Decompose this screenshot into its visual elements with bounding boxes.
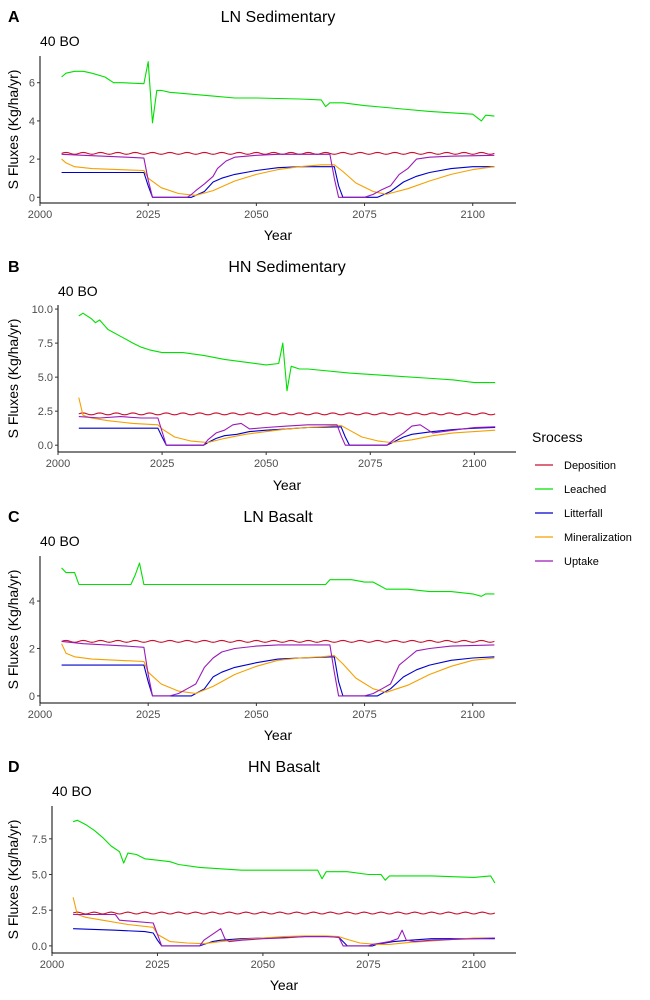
legend-label: Litterfall [564,508,603,520]
chart-title: HN Sedimentary [228,259,345,276]
series-line-leached [61,61,495,124]
y-tick-label: 10.0 [32,304,53,316]
y-tick-label: 2.5 [32,905,47,917]
chart-panel-b: B HN Sedimentary 40 BO 2000 2025 2050 2075 2100… [5,259,516,493]
legend-item-deposition: Deposition [535,460,616,472]
series-line-litterfall [61,166,495,198]
y-tick-label: 5.0 [32,870,47,882]
y-axis-title: S Fluxes (Kg/ha/yr) [5,570,21,690]
y-axis-title: S Fluxes (Kg/ha/yr) [5,319,21,439]
panel-letter: A [8,9,20,26]
y-tick-label: 4 [29,596,35,608]
y-tick-label: 0.0 [32,941,47,953]
x-tick-label: 2100 [460,709,484,721]
y-tick-label: 2 [29,154,35,166]
legend-item-leached: Leached [535,484,606,496]
x-tick-label: 2050 [251,959,275,971]
legend-label: Mineralization [564,532,632,544]
x-tick-label: 2000 [46,458,70,470]
y-tick-label: 2.5 [38,406,53,418]
x-tick-label: 2025 [136,209,160,221]
series-line-leached [72,819,496,884]
y-tick-label: 7.5 [38,338,53,350]
series-line-leached [78,312,496,392]
series-line-litterfall [61,656,495,697]
x-tick-label: 2075 [356,959,380,971]
series-line-deposition [61,151,495,155]
legend-title: Srocess [532,429,583,445]
panel-letter: D [8,759,20,776]
y-tick-label: 7.5 [32,834,47,846]
panel-letter: B [8,259,20,276]
x-axis-title: Year [264,227,293,243]
panel-letter: C [8,509,20,526]
x-tick-label: 2025 [150,458,174,470]
x-tick-label: 2100 [460,209,484,221]
y-tick-label: 5.0 [38,372,53,384]
x-axis-title: Year [270,977,299,993]
chart-title: LN Basalt [243,509,313,526]
legend: Srocess Deposition Leached Litterfall Miner… [532,429,632,568]
chart-annotation: 40 BO [40,33,80,49]
chart-panel-a: A LN Sedimentary 40 BO 2000 2025 2050 2075 2100… [5,9,516,243]
x-tick-label: 2000 [28,709,52,721]
legend-label: Uptake [564,556,599,568]
x-axis-title: Year [264,727,293,743]
series-line-uptake [78,416,496,446]
series-line-mineralization [78,397,496,444]
x-tick-label: 2000 [28,209,52,221]
legend-label: Leached [564,484,606,496]
chart-title: LN Sedimentary [221,9,336,26]
chart-panel-c: C LN Basalt 40 BO 2000 2025 2050 2075 2100 0 2 4 Ye… [5,509,516,743]
y-axis-title: S Fluxes (Kg/ha/yr) [5,820,21,940]
series-line-mineralization [61,643,495,695]
series-line-mineralization [61,158,495,196]
x-tick-label: 2050 [254,458,278,470]
legend-label: Deposition [564,460,616,472]
series-line-mineralization [72,897,495,945]
y-tick-label: 4 [29,116,35,128]
chart-title: HN Basalt [248,759,321,776]
y-axis-title: S Fluxes (Kg/ha/yr) [5,70,21,190]
x-tick-label: 2050 [244,709,268,721]
series-line-leached [61,562,495,597]
chart-annotation: 40 BO [58,283,98,299]
series-line-deposition [72,911,496,915]
x-tick-label: 2075 [352,209,376,221]
x-tick-label: 2050 [244,209,268,221]
series-line-deposition [61,639,495,643]
series-line-uptake [61,153,495,198]
x-tick-label: 2075 [358,458,382,470]
x-tick-label: 2075 [352,709,376,721]
y-tick-label: 2 [29,643,35,655]
chart-annotation: 40 BO [40,533,80,549]
y-tick-label: 0 [29,192,35,204]
x-tick-label: 2100 [462,458,486,470]
chart-panel-d: D HN Basalt 40 BO 2000 2025 2050 2075 2100 0.0 2.… [5,759,516,993]
x-tick-label: 2025 [145,959,169,971]
chart-annotation: 40 BO [52,783,92,799]
x-tick-label: 2000 [40,959,64,971]
series-line-uptake [73,913,495,947]
series-line-uptake [61,640,495,697]
chart-panels: A LN Sedimentary 40 BO 2000 2025 2050 2075 2100… [5,9,516,993]
y-tick-label: 6 [29,78,35,90]
y-tick-label: 0 [29,691,35,703]
y-tick-label: 0.0 [38,440,53,452]
x-tick-label: 2025 [136,709,160,721]
series-line-deposition [78,412,496,416]
x-axis-title: Year [273,477,302,493]
series-line-litterfall [73,928,495,947]
legend-item-uptake: Uptake [535,556,599,568]
legend-item-litterfall: Litterfall [535,508,603,520]
legend-item-mineralization: Mineralization [535,532,632,544]
x-tick-label: 2100 [462,959,486,971]
